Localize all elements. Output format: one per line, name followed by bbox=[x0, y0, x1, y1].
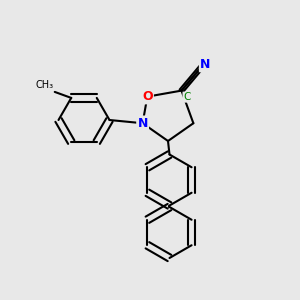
Text: N: N bbox=[137, 117, 148, 130]
Text: O: O bbox=[142, 90, 153, 103]
Text: N: N bbox=[200, 58, 211, 71]
Text: C: C bbox=[183, 92, 190, 102]
Text: CH₃: CH₃ bbox=[35, 80, 53, 90]
